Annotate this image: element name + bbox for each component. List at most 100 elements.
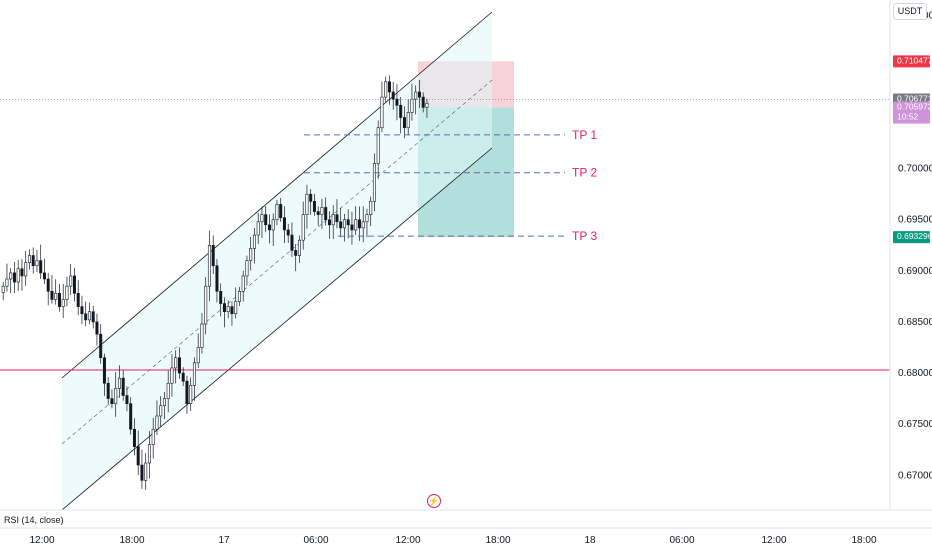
candle [99,333,103,359]
candle [117,377,121,389]
candle [162,398,166,407]
price-tick-label: 0.670000 [898,470,932,481]
candle [189,385,193,405]
entry-price-badge-text: 10:52 [897,112,919,122]
candle [395,98,399,106]
candle [327,219,331,226]
candle [361,221,365,229]
candle [144,462,148,481]
candle [42,272,46,280]
candle [80,306,84,315]
target-price-badge [893,231,930,244]
candle [320,207,324,215]
candle [166,382,170,399]
candle [174,357,178,369]
candle-series [1,75,429,490]
candle [241,275,245,292]
time-axis[interactable]: 12:00 18:00 17 06:00 12:00 18:00 18 06:00 12:00 1… [29,535,876,546]
candle [147,444,151,464]
candle [76,293,80,307]
candle [9,272,13,280]
channel-median-line [61,79,493,445]
candle [61,299,65,307]
candle [234,301,238,315]
stop-price-badge [893,55,930,68]
candle [335,214,339,223]
candle [376,127,380,164]
time-tick-label: 06:00 [669,535,694,546]
candle [249,248,253,261]
candle [252,234,256,249]
candle [316,211,320,215]
candle [260,214,264,223]
candle [350,224,354,231]
candle [211,244,215,267]
time-tick-label: 06:00 [303,535,328,546]
stop-price-badge-text: 0.710477 [897,55,932,65]
candle [84,313,88,321]
candle [312,201,316,212]
candle [384,81,388,98]
candle [309,193,313,202]
candle [121,377,125,396]
candle [331,214,335,226]
candle [324,207,328,221]
candle [159,405,163,417]
candle [72,275,76,294]
channel-lower-line [61,147,493,511]
candle [294,250,298,256]
time-tick-label: 18:00 [851,535,876,546]
currency-selector-button[interactable]: USDT [893,3,927,20]
tp-label: TP 1 [572,128,597,142]
candle [35,260,39,267]
horizontal-line[interactable] [0,99,890,371]
time-tick-label: 12:00 [395,535,420,546]
candle [110,398,114,405]
candle [1,285,5,293]
candle [342,219,346,229]
candle [46,278,50,292]
candle [151,428,155,445]
lightning-icon[interactable]: ⚡ [427,494,441,508]
entry-price-badge [893,101,930,124]
candle [102,357,106,384]
candle [31,255,35,267]
candle [5,278,9,287]
candle [95,321,99,335]
candle [402,117,406,129]
candle [185,380,189,405]
candle [372,163,376,202]
candle [354,219,358,231]
candle [155,415,159,430]
rsi-indicator-label[interactable]: RSI (14, close) [4,515,64,525]
candle [297,239,301,256]
time-tick-label: 12:00 [29,535,54,546]
candle [410,98,414,113]
channel-upper-line [61,11,493,379]
candle [357,219,361,229]
candle [24,262,28,277]
candle [39,260,43,274]
candle [12,272,16,283]
candle [421,96,425,108]
candle [301,214,305,241]
candle [129,403,133,430]
candle [91,311,95,323]
candle [275,204,279,221]
candle [69,275,73,287]
candle [222,303,226,313]
time-tick-label: 18:00 [485,535,510,546]
time-tick-label: 18 [584,535,596,546]
candle [204,285,208,325]
candle [207,244,211,287]
candle [271,219,275,231]
candle [170,367,174,384]
candle [414,91,418,100]
candle [425,102,429,108]
candle [406,112,410,129]
tp-label: TP 3 [572,229,597,243]
